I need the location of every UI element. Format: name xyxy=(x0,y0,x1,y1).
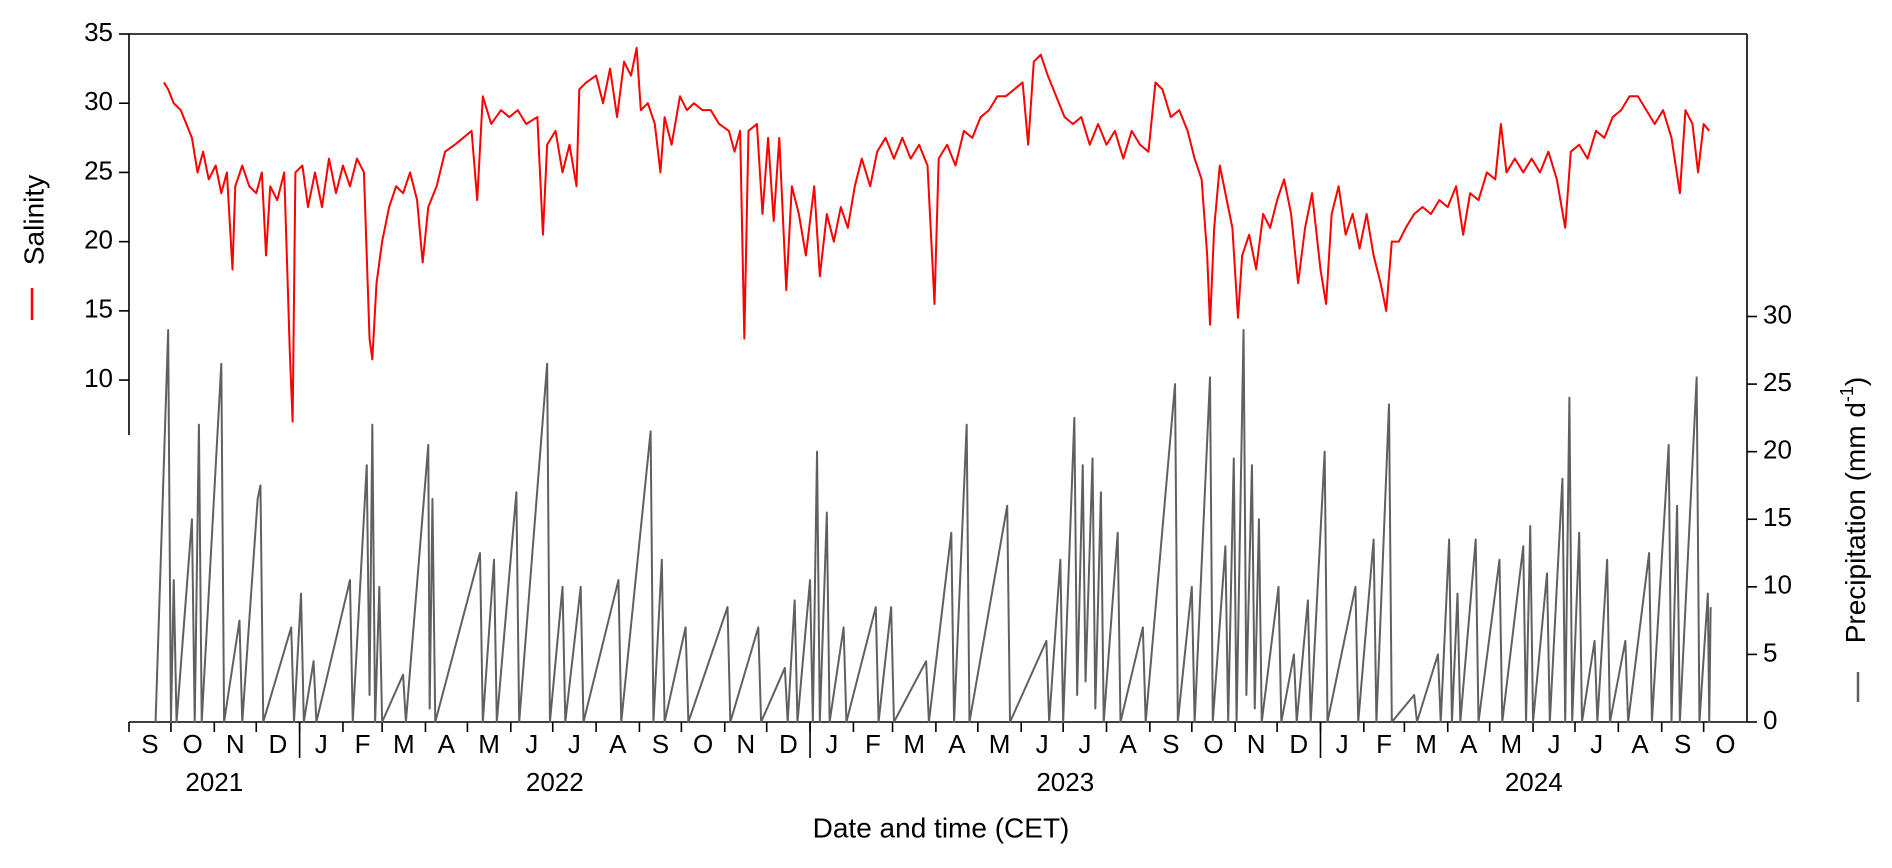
x-tick-label: A xyxy=(948,729,966,759)
x-tick-label: O xyxy=(183,729,203,759)
x-tick-label: O xyxy=(693,729,713,759)
y2-tick-label: 5 xyxy=(1763,637,1777,667)
y-tick-label: 10 xyxy=(84,363,113,393)
x-tick-label: A xyxy=(1460,729,1478,759)
x-tick-label: M xyxy=(903,729,925,759)
x-tick-label: J xyxy=(825,729,838,759)
y2-title-sup: -1 xyxy=(1837,386,1857,402)
y-tick-label: 15 xyxy=(84,294,113,324)
y2-tick-label: 20 xyxy=(1763,435,1792,465)
y2-tick-label: 0 xyxy=(1763,705,1777,735)
year-label: 2022 xyxy=(526,767,584,797)
y2-axis-title: Precipitation (mm d-1) xyxy=(1837,377,1872,644)
x-tick-label: J xyxy=(1036,729,1049,759)
x-tick-label: A xyxy=(438,729,456,759)
x-tick-label: M xyxy=(1415,729,1437,759)
x-tick-label: M xyxy=(989,729,1011,759)
y-tick-label: 20 xyxy=(84,225,113,255)
y2-title-part: ) xyxy=(1840,377,1871,386)
x-tick-label: N xyxy=(1247,729,1266,759)
x-tick-label: N xyxy=(736,729,755,759)
x-tick-label: J xyxy=(1336,729,1349,759)
y-tick-label: 25 xyxy=(84,155,113,185)
x-tick-label: F xyxy=(865,729,881,759)
y2-title-part: Precipitation (mm d xyxy=(1840,402,1871,643)
x-tick-label: D xyxy=(779,729,798,759)
x-tick-label: A xyxy=(1631,729,1649,759)
x-tick-label: J xyxy=(1590,729,1603,759)
salinity-line xyxy=(163,46,1711,423)
y2-tick-label: 30 xyxy=(1763,299,1792,329)
y-axis-title: Salinity xyxy=(18,175,49,265)
x-tick-label: A xyxy=(1120,729,1138,759)
x-tick-label: J xyxy=(1548,729,1561,759)
x-tick-label: D xyxy=(1289,729,1308,759)
x-tick-label: O xyxy=(1715,729,1735,759)
x-tick-label: F xyxy=(355,729,371,759)
x-tick-label: S xyxy=(1162,729,1179,759)
x-tick-label: A xyxy=(609,729,627,759)
x-axis-title: Date and time (CET) xyxy=(813,812,1070,843)
x-tick-label: J xyxy=(315,729,328,759)
x-tick-label: J xyxy=(525,729,538,759)
y2-tick-label: 10 xyxy=(1763,570,1792,600)
x-tick-label: D xyxy=(269,729,288,759)
x-tick-label: N xyxy=(226,729,245,759)
y-tick-label: 35 xyxy=(84,17,113,47)
year-label: 2021 xyxy=(185,767,243,797)
x-tick-label: S xyxy=(1674,729,1691,759)
x-tick-label: M xyxy=(393,729,415,759)
x-tick-label: J xyxy=(1078,729,1091,759)
x-tick-label: S xyxy=(652,729,669,759)
y-tick-label: 30 xyxy=(84,86,113,116)
x-tick-label: M xyxy=(1501,729,1523,759)
x-tick-label: O xyxy=(1203,729,1223,759)
year-label: 2024 xyxy=(1505,767,1563,797)
x-tick-label: F xyxy=(1376,729,1392,759)
y2-tick-label: 25 xyxy=(1763,367,1792,397)
year-label: 2023 xyxy=(1036,767,1094,797)
x-tick-label: S xyxy=(141,729,158,759)
x-tick-label: M xyxy=(478,729,500,759)
x-tick-label: J xyxy=(568,729,581,759)
y2-tick-label: 15 xyxy=(1763,502,1792,532)
precipitation-line xyxy=(154,329,1712,723)
